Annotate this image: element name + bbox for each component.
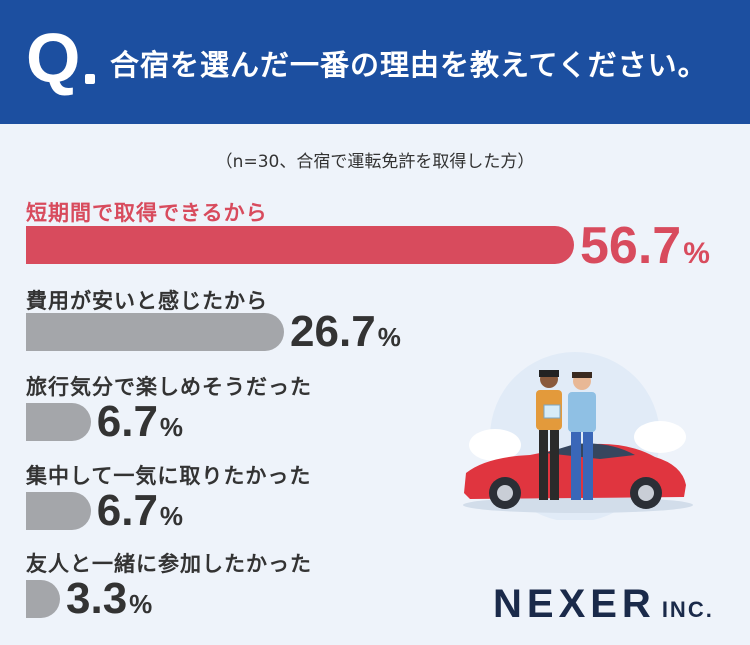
q-letter: Q: [26, 19, 81, 97]
bar-value-1: 26.7%: [290, 310, 401, 354]
bar-2: [26, 403, 91, 441]
bar-label-2: 旅行気分で楽しめそうだった: [26, 375, 312, 399]
bar-value-number-1: 26.7: [290, 307, 376, 356]
bar-value-3: 6.7%: [97, 489, 183, 533]
bar-value-2: 6.7%: [97, 400, 183, 444]
bar-3: [26, 492, 91, 530]
bar-value-unit-4: %: [129, 589, 153, 619]
bar-value-4: 3.3%: [66, 577, 152, 621]
bar-value-unit-1: %: [377, 322, 401, 352]
bar-value-0: 56.7%: [580, 220, 710, 272]
question-title: 合宿を選んだ一番の理由を教えてください。: [110, 48, 708, 82]
logo-main: NEXER: [493, 582, 656, 626]
sample-note: （n=30、合宿で運転免許を取得した方）: [215, 152, 535, 172]
bar-label-0: 短期間で取得できるから: [26, 201, 268, 225]
bar-label-1: 費用が安いと感じたから: [26, 289, 268, 313]
q-dot-mark: [85, 74, 95, 84]
bar-1: [26, 313, 285, 351]
bar-value-number-0: 56.7: [580, 217, 682, 275]
header-banner: Q 合宿を選んだ一番の理由を教えてください。: [0, 0, 750, 124]
bar-value-number-4: 3.3: [66, 574, 128, 623]
bar-0: [26, 226, 574, 264]
nexer-logo: NEXER INC.: [493, 582, 714, 627]
bar-value-unit-3: %: [159, 501, 184, 531]
bar-value-unit-2: %: [159, 412, 184, 442]
logo-inc: INC.: [661, 597, 714, 622]
bar-label-4: 友人と一緒に参加したかった: [26, 552, 312, 576]
bar-value-number-3: 6.7: [96, 486, 158, 535]
bar-label-3: 集中して一気に取りたかった: [26, 464, 312, 488]
bar-4: [26, 580, 60, 618]
bar-value-number-2: 6.7: [96, 397, 158, 446]
car-people-illustration: [463, 352, 693, 520]
bar-value-unit-0: %: [683, 237, 710, 270]
